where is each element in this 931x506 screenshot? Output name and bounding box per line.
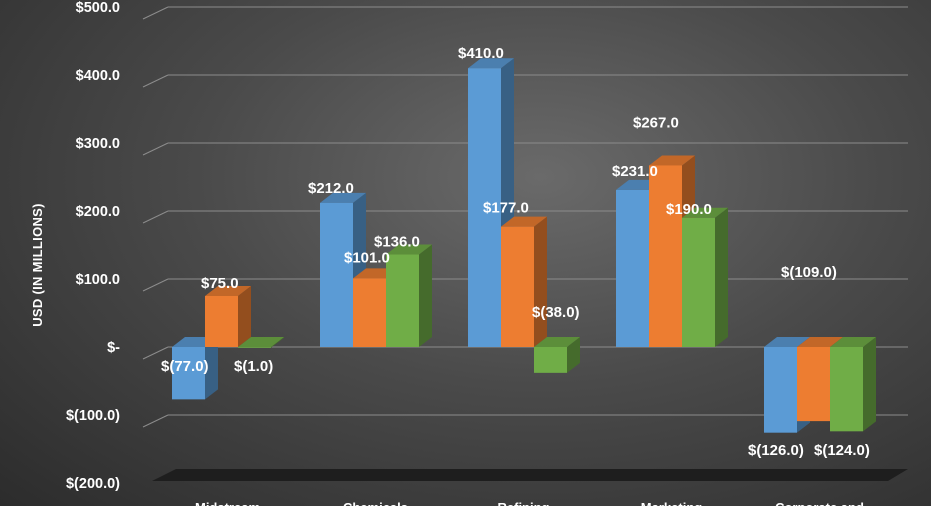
y-tick-label: $- [107,340,120,356]
gridline-slant [142,414,169,428]
data-label: $(126.0) [748,442,804,459]
y-axis-label: USD (IN MILLIONS) [30,203,45,327]
bar-front [320,202,353,347]
y-tick-label: $100.0 [76,272,120,288]
data-labels: $(77.0) $75.0 $(1.0) $212.0 $101.0$136.0 $410… [161,45,870,459]
bar-top [764,337,810,347]
x-axis-categories: Midstream Chemicals Refining Marketing Corpo… [195,500,864,506]
y-tick-label: $300.0 [76,136,120,152]
chart-floor [152,469,908,481]
data-label: $(124.0) [814,442,870,459]
x-category-label: Corporate and [775,500,864,506]
gridline-slant [142,6,169,20]
gridline-slant [142,74,169,88]
gridline-slant [142,346,169,360]
bar-top [830,337,876,347]
data-label: $177.0 [483,200,529,217]
data-label: $190.0 [666,201,712,218]
y-axis-ticks: $500.0 $400.0 $300.0 $200.0 $100.0 $- $(100.0)… [66,0,120,492]
bar-top [320,192,366,203]
bar-top [238,337,284,347]
y-tick-label: $200.0 [76,204,120,220]
data-label: $(109.0) [781,264,837,281]
bar-side [205,337,218,400]
bar [238,337,284,348]
bar-side [534,216,547,347]
bar-front [616,189,649,347]
x-category-label: Refining [498,500,550,506]
bar-top [386,244,432,255]
bar-front [172,347,205,400]
data-label: $(1.0) [234,358,273,375]
bar-front [764,347,797,433]
bar-top [649,155,695,166]
floor-plane [152,469,908,481]
gridline-slant [142,278,169,292]
bar-side [715,207,728,347]
bar-front [682,217,715,347]
bar-front [501,226,534,347]
bar [501,216,547,347]
bar-side [567,337,580,373]
y-tick-label: $(200.0) [66,476,120,492]
data-label: $212.0 [308,180,354,197]
bar-top [534,337,580,347]
bar-top [797,337,843,347]
bar-front [468,68,501,347]
data-label: $267.0 [633,114,679,131]
bar-top [468,58,514,69]
bar-top [205,286,251,296]
bar-front [205,296,238,347]
bar-front [353,278,386,347]
bar-top [501,216,547,227]
bar [682,207,728,347]
bar-front [238,347,271,348]
gridline-slant [142,142,169,156]
data-label: $75.0 [201,275,239,292]
gridline-slant [142,210,169,224]
bar-side [271,337,284,348]
x-category-label: Midstream [195,500,260,506]
bar [534,337,580,373]
bar-side [238,286,251,347]
data-label: $410.0 [458,45,504,62]
bar-front [386,254,419,347]
x-category-label: Marketing [641,500,702,506]
bar-front [534,347,567,373]
bars [172,58,876,433]
data-label: $101.0 [344,249,390,266]
data-label: $(77.0) [161,358,209,375]
y-tick-label: $400.0 [76,68,120,84]
data-label: $231.0 [612,163,658,180]
bar-front [649,165,682,347]
x-category-label: Chemicals [343,500,408,506]
data-label: $136.0 [374,234,420,251]
data-label: $(38.0) [532,304,580,321]
bar [205,286,251,347]
bar-side [419,244,432,347]
bar [830,337,876,432]
bar-top [682,207,728,218]
y-tick-label: $500.0 [76,0,120,16]
bar [386,244,432,347]
bar-front [830,347,863,432]
bar-front [797,347,830,422]
y-tick-label: $(100.0) [66,408,120,424]
bar-side [863,337,876,432]
